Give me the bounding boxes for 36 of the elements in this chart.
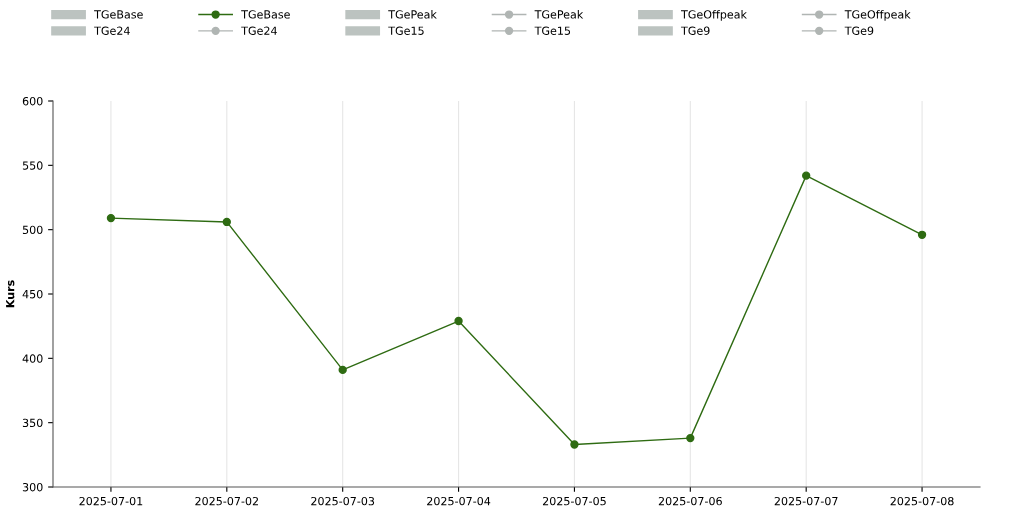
legend-label: TGe9: [844, 26, 874, 35]
point: [338, 365, 347, 375]
y-tick-label: 550: [22, 161, 43, 170]
legend-label: TGePeak: [388, 10, 437, 19]
y-tick-label: 400: [22, 354, 43, 363]
x-tick-label: 2025-07-05: [542, 496, 606, 506]
legend-label: TGeOffpeak: [680, 10, 747, 21]
point: [222, 217, 231, 227]
legend-label: TGeBase: [94, 10, 143, 19]
y-axis-title: Kurs: [6, 280, 15, 308]
legend-label: TGe24: [241, 26, 277, 35]
x-tick-label: 2025-07-04: [427, 496, 491, 506]
point: [454, 316, 463, 326]
legend-label: TGe15: [534, 26, 571, 35]
x-tick-label: 2025-07-08: [890, 496, 954, 506]
y-tick-label: 350: [22, 418, 43, 428]
y-tick-label: 600: [22, 96, 43, 106]
legend-label: TGeBase: [241, 10, 290, 19]
point: [570, 440, 579, 449]
point: [802, 171, 811, 180]
point: [106, 213, 116, 223]
y-tick-label: 500: [22, 225, 43, 235]
legend-label: TGePeak: [534, 10, 584, 19]
x-tick-label: 2025-07-07: [774, 496, 838, 506]
legend-label: TGeOffpeak: [844, 10, 911, 21]
x-tick-label: 2025-07-06: [658, 496, 722, 506]
x-tick-label: 2025-07-02: [195, 496, 258, 506]
legend-label: TGe24: [94, 26, 130, 35]
point: [917, 230, 927, 239]
legend-label: TGe15: [388, 26, 424, 35]
y-tick-label: 300: [22, 482, 43, 492]
y-tick-label: 450: [22, 289, 43, 299]
point: [686, 433, 695, 443]
legend-label: TGe9: [680, 26, 710, 35]
x-tick-label: 2025-07-03: [311, 496, 375, 506]
x-tick-label: 2025-07-01: [79, 496, 143, 506]
